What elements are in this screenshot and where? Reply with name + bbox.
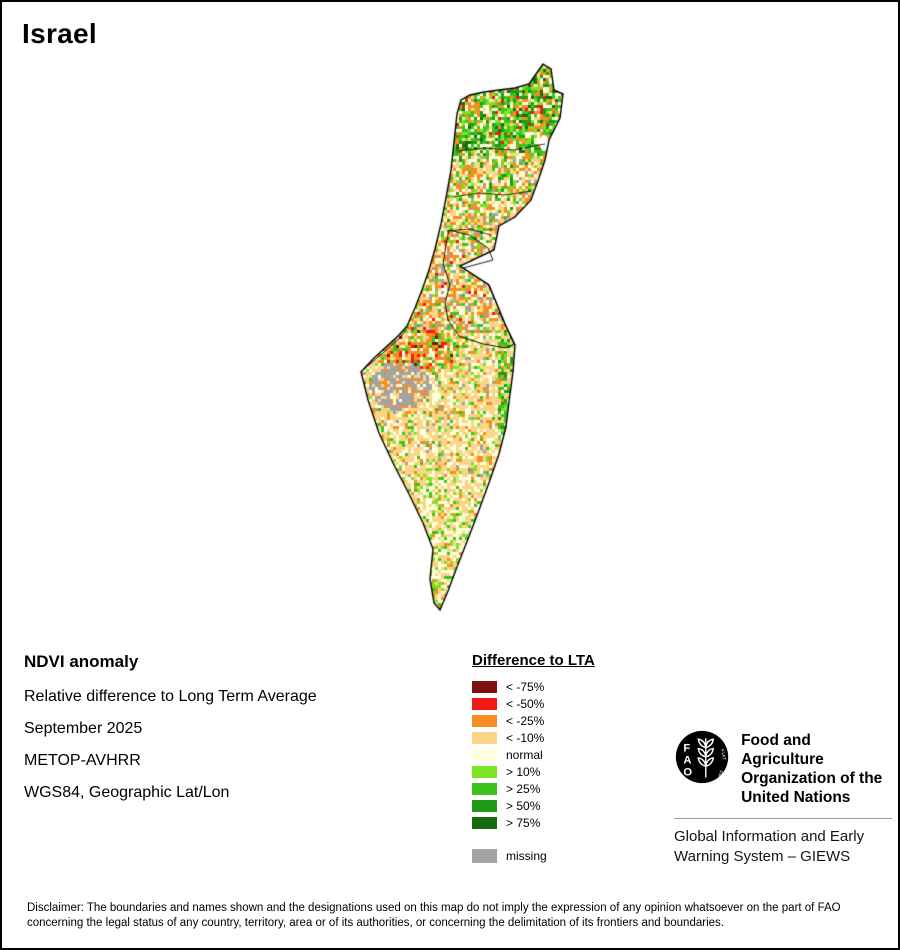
legend-label: > 75% <box>506 815 541 830</box>
legend-missing-swatch <box>472 849 497 863</box>
legend-item: < -25% <box>472 712 595 729</box>
page-title: Israel <box>22 18 97 49</box>
legend-missing-label: missing <box>506 849 547 863</box>
fao-logo-letter: F <box>683 742 690 754</box>
legend-item: > 25% <box>472 780 595 797</box>
legend-label: normal <box>506 747 543 762</box>
legend-item: normal <box>472 746 595 763</box>
fao-motto: PANIS <box>715 770 724 786</box>
info-line: Relative difference to Long Term Average <box>24 688 317 705</box>
info-lines: Relative difference to Long Term Average… <box>24 688 317 802</box>
legend-swatch <box>472 816 497 829</box>
legend-item: > 10% <box>472 763 595 780</box>
fao-logo-letter: O <box>683 767 692 779</box>
map-info: NDVI anomaly Relative difference to Long… <box>24 652 317 816</box>
legend-item: < -10% <box>472 729 595 746</box>
fao-block: F A O FIAT PANIS Food and Agriculture Org… <box>674 728 892 867</box>
giews-caption: Global Information and Early Warning Syst… <box>674 827 892 867</box>
legend-items: < -75% < -50% < -25% < -10% normal > 10% > 25%… <box>472 678 595 831</box>
legend-swatch <box>472 731 497 744</box>
legend-swatch <box>472 799 497 812</box>
legend-label: > 10% <box>506 764 541 779</box>
legend-swatch <box>472 714 497 727</box>
disclaimer: Disclaimer: The boundaries and names sho… <box>27 902 841 929</box>
legend-label: < -50% <box>506 696 545 711</box>
legend-swatch <box>472 748 497 761</box>
legend-swatch <box>472 782 497 795</box>
legend-label: > 25% <box>506 781 541 796</box>
fao-org-line: Food and Agriculture <box>741 732 824 768</box>
info-line: WGS84, Geographic Lat/Lon <box>24 784 230 801</box>
legend-item: > 75% <box>472 814 595 831</box>
fao-motto: FIAT <box>720 749 727 761</box>
legend-item-missing: missing <box>472 847 595 865</box>
legend-swatch <box>472 765 497 778</box>
giews-line: Warning System – GIEWS <box>674 848 851 865</box>
legend-label: < -75% <box>506 679 545 694</box>
fao-logo-letter: A <box>683 755 691 767</box>
legend-swatch <box>472 697 497 710</box>
fao-header: F A O FIAT PANIS Food and Agriculture Org… <box>674 728 892 807</box>
fao-org-line: United Nations <box>741 789 851 806</box>
fao-org-line: Organization of the <box>741 770 883 787</box>
legend-item: > 50% <box>472 797 595 814</box>
legend-item: < -75% <box>472 678 595 695</box>
legend: Difference to LTA < -75% < -50% < -25% < -1… <box>472 652 595 865</box>
info-line: METOP-AVHRR <box>24 752 141 769</box>
legend-label: < -10% <box>506 730 545 745</box>
wheat-ear-icon <box>697 738 715 778</box>
fao-logo: F A O FIAT PANIS <box>675 730 729 786</box>
legend-label: > 50% <box>506 798 541 813</box>
giews-line: Global Information and Early <box>674 828 865 845</box>
fao-org-name: Food and Agriculture Organization of the U… <box>741 728 892 807</box>
info-line: September 2025 <box>24 720 143 737</box>
legend-title: Difference to LTA <box>472 652 595 669</box>
legend-swatch <box>472 680 497 693</box>
info-heading: NDVI anomaly <box>24 652 139 671</box>
fao-divider <box>674 818 892 819</box>
legend-item: < -50% <box>472 695 595 712</box>
legend-label: < -25% <box>506 713 545 728</box>
